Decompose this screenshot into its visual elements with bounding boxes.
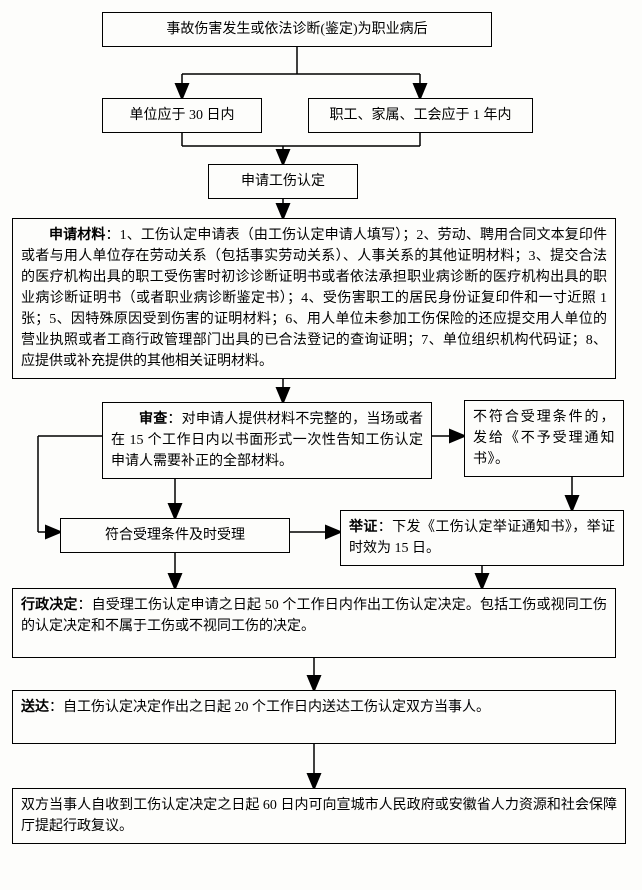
node-evidence: 举证：下发《工伤认定举证通知书》，举证时效为 15 日。 <box>340 510 624 566</box>
decision-label: 行政决定 <box>21 598 78 613</box>
decision-body: ：自受理工伤认定申请之日起 50 个工作日内作出工伤认定决定。包括工伤或视同工伤… <box>21 598 607 634</box>
materials-body: ：1、工伤认定申请表（由工伤认定申请人填写）；2、劳动、聘用合同文本复印件或者与… <box>21 228 607 369</box>
node-worker-1y: 职工、家属、工会应于 1 年内 <box>308 98 533 133</box>
node-materials: 申请材料：1、工伤认定申请表（由工伤认定申请人填写）；2、劳动、聘用合同文本复印… <box>12 218 616 379</box>
review-label: 审查 <box>139 412 167 427</box>
node-accept: 符合受理条件及时受理 <box>60 518 290 553</box>
node-start: 事故伤害发生或依法诊断(鉴定)为职业病后 <box>102 12 492 47</box>
node-deliver: 送达：自工伤认定决定作出之日起 20 个工作日内送达工伤认定双方当事人。 <box>12 690 616 744</box>
flowchart-canvas: 事故伤害发生或依法诊断(鉴定)为职业病后 单位应于 30 日内 职工、家属、工会… <box>12 12 630 878</box>
node-unit-30: 单位应于 30 日内 <box>102 98 262 133</box>
node-apply: 申请工伤认定 <box>208 164 358 199</box>
materials-label: 申请材料 <box>49 228 106 243</box>
evidence-body: ：下发《工伤认定举证通知书》，举证时效为 15 日。 <box>349 520 615 556</box>
evidence-label: 举证 <box>349 520 378 535</box>
node-final: 双方当事人自收到工伤认定决定之日起 60 日内可向宣城市人民政府或安徽省人力资源… <box>12 788 626 844</box>
deliver-label: 送达 <box>21 700 49 715</box>
node-reject: 不符合受理条件的，发给《不予受理通知书》。 <box>464 400 624 477</box>
deliver-body: ：自工伤认定决定作出之日起 20 个工作日内送达工伤认定双方当事人。 <box>49 700 490 715</box>
node-decision: 行政决定：自受理工伤认定申请之日起 50 个工作日内作出工伤认定决定。包括工伤或… <box>12 588 616 658</box>
node-review: 审查：对申请人提供材料不完整的，当场或者在 15 个工作日内以书面形式一次性告知… <box>102 402 432 479</box>
